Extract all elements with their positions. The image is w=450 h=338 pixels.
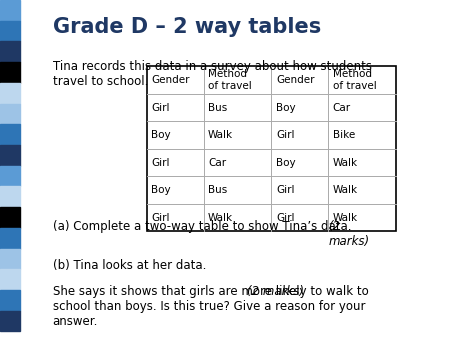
Text: (b) Tina looks at her data.: (b) Tina looks at her data.	[53, 259, 206, 271]
Bar	[0, 145, 20, 166]
Text: Method
of travel: Method of travel	[333, 69, 377, 91]
Bar	[0, 269, 20, 290]
Text: Girl: Girl	[151, 102, 170, 113]
Text: Boy: Boy	[151, 130, 171, 140]
Text: Girl: Girl	[151, 213, 170, 223]
Text: Girl: Girl	[151, 158, 170, 168]
Text: Girl: Girl	[276, 130, 294, 140]
Text: Girl: Girl	[276, 185, 294, 195]
Bar	[0, 228, 20, 248]
Bar	[0, 0, 20, 21]
Text: Boy: Boy	[151, 185, 171, 195]
Text: Gender: Gender	[276, 75, 315, 85]
Text: Bus: Bus	[208, 185, 227, 195]
Bar	[0, 62, 20, 83]
Bar	[0, 42, 20, 62]
Text: Car: Car	[333, 102, 351, 113]
Bar	[0, 207, 20, 228]
Text: Method
of travel: Method of travel	[208, 69, 252, 91]
Bar	[0, 124, 20, 145]
Text: Gender: Gender	[151, 75, 189, 85]
Bar	[0, 187, 20, 207]
Text: Walk: Walk	[333, 185, 358, 195]
Text: Walk: Walk	[333, 213, 358, 223]
Text: Girl: Girl	[276, 213, 294, 223]
Text: (2
marks): (2 marks)	[328, 220, 369, 248]
Text: Boy: Boy	[276, 102, 296, 113]
Text: (2 marks): (2 marks)	[248, 285, 304, 298]
Bar	[0, 166, 20, 187]
Bar	[0, 290, 20, 311]
Text: (a) Complete a two-way table to show Tina’s data.: (a) Complete a two-way table to show Tin…	[53, 220, 355, 234]
Text: She says it shows that girls are more likely to walk to
school than boys. Is thi: She says it shows that girls are more li…	[53, 285, 368, 328]
Text: Walk: Walk	[208, 213, 233, 223]
Bar	[0, 248, 20, 269]
Text: Walk: Walk	[333, 158, 358, 168]
Text: Car: Car	[208, 158, 226, 168]
Bar	[0, 83, 20, 103]
Bar	[0, 21, 20, 42]
Bar	[0, 311, 20, 332]
Text: Walk: Walk	[208, 130, 233, 140]
Text: Tina records this data in a survey about how students
travel to school.: Tina records this data in a survey about…	[53, 60, 372, 88]
Text: Bus: Bus	[208, 102, 227, 113]
Bar	[0, 103, 20, 124]
Text: Grade D – 2 way tables: Grade D – 2 way tables	[53, 17, 321, 37]
Text: Boy: Boy	[276, 158, 296, 168]
Text: Bike: Bike	[333, 130, 355, 140]
